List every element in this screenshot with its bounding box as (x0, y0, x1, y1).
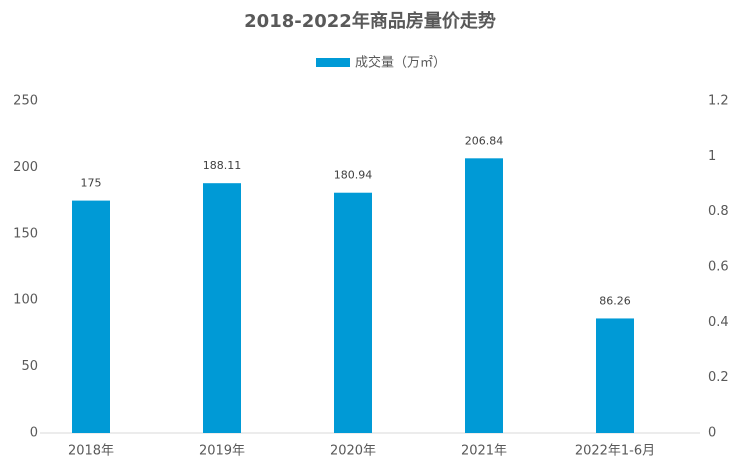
y2-tick-label: 0.6 (708, 260, 729, 275)
legend-swatch (316, 58, 350, 67)
data-label: 188.11 (203, 159, 242, 172)
data-label: 86.26 (599, 294, 631, 307)
y2-tick-label: 1.2 (708, 94, 729, 109)
y-tick-label: 0 (30, 426, 38, 441)
y2-tick-label: 0.4 (708, 315, 729, 330)
y-tick-label: 150 (13, 226, 38, 241)
bar (72, 200, 110, 433)
data-label: 180.94 (334, 169, 373, 182)
y2-tick-label: 1 (708, 149, 716, 164)
y-tick-label: 200 (13, 160, 38, 175)
x-tick-label: 2022年1-6月 (575, 444, 655, 459)
y-tick-label: 50 (21, 359, 38, 374)
x-tick-label: 2020年 (330, 444, 376, 459)
bar (334, 192, 372, 433)
bar (203, 183, 241, 433)
y-tick-label: 250 (13, 94, 38, 109)
y2-tick-label: 0 (708, 426, 716, 441)
y2-tick-label: 0.8 (708, 204, 729, 219)
y2-tick-label: 0.2 (708, 370, 729, 385)
chart-title: 2018-2022年商品房量价走势 (244, 10, 496, 32)
bar (465, 158, 503, 434)
x-tick-label: 2018年 (68, 444, 114, 459)
bar (596, 318, 634, 433)
x-tick-label: 2021年 (461, 444, 507, 459)
y-tick-label: 100 (13, 293, 38, 308)
data-label: 175 (81, 177, 102, 190)
x-tick-label: 2019年 (199, 444, 245, 459)
data-label: 206.84 (465, 134, 504, 147)
legend-label: 成交量（万㎡） (355, 55, 446, 71)
